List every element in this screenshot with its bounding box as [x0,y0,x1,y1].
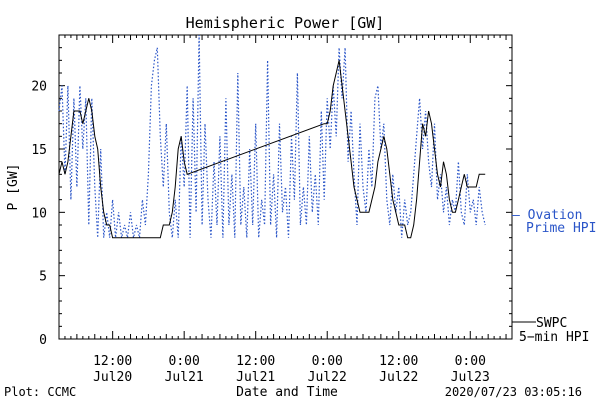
x-tick-label-date: Jul20 [93,370,132,385]
x-tick-label: 0:00 [169,354,200,369]
x-tick-label-date: Jul21 [165,370,204,385]
series-layer [58,34,486,239]
y-tick-label: 15 [31,143,47,158]
legend-swpc-line2: 5−min HPI [519,330,589,345]
series-line-swpc [58,60,486,239]
y-tick-label: 0 [39,333,47,348]
legend-ovation-line2: Prime HPI [526,221,596,236]
chart-title: Hemispheric Power [GW] [186,14,385,32]
x-tick-label: 0:00 [312,354,343,369]
x-tick-label: 12:00 [236,354,275,369]
series-line-ovation-prime [58,34,486,238]
x-tick-label-date: Jul23 [451,370,490,385]
plot-credit: Plot: CCMC [4,385,76,399]
plot-frame [58,34,513,340]
x-axis: 12:00Jul200:00Jul2112:00Jul210:00Jul2212… [58,35,513,385]
y-tick-label: 5 [39,270,47,285]
y-tick-label: 20 [31,80,47,95]
x-tick-label-date: Jul21 [236,370,275,385]
x-axis-label: Date and Time [236,385,338,400]
x-tick-label: 0:00 [455,354,486,369]
timestamp: 2020/07/23 03:05:16 [445,385,582,399]
y-axis: 0 5 10 15 20 [31,34,512,348]
y-tick-label: 10 [31,206,47,221]
x-tick-label: 12:00 [379,354,418,369]
legend-ovation-line1: — Ovation [512,208,582,223]
x-tick-label: 12:00 [93,354,132,369]
x-tick-label-date: Jul22 [379,370,418,385]
y-axis-label: P [GW] [6,164,21,211]
x-tick-label-date: Jul22 [308,370,347,385]
legend-swpc-line1: SWPC [536,316,567,331]
